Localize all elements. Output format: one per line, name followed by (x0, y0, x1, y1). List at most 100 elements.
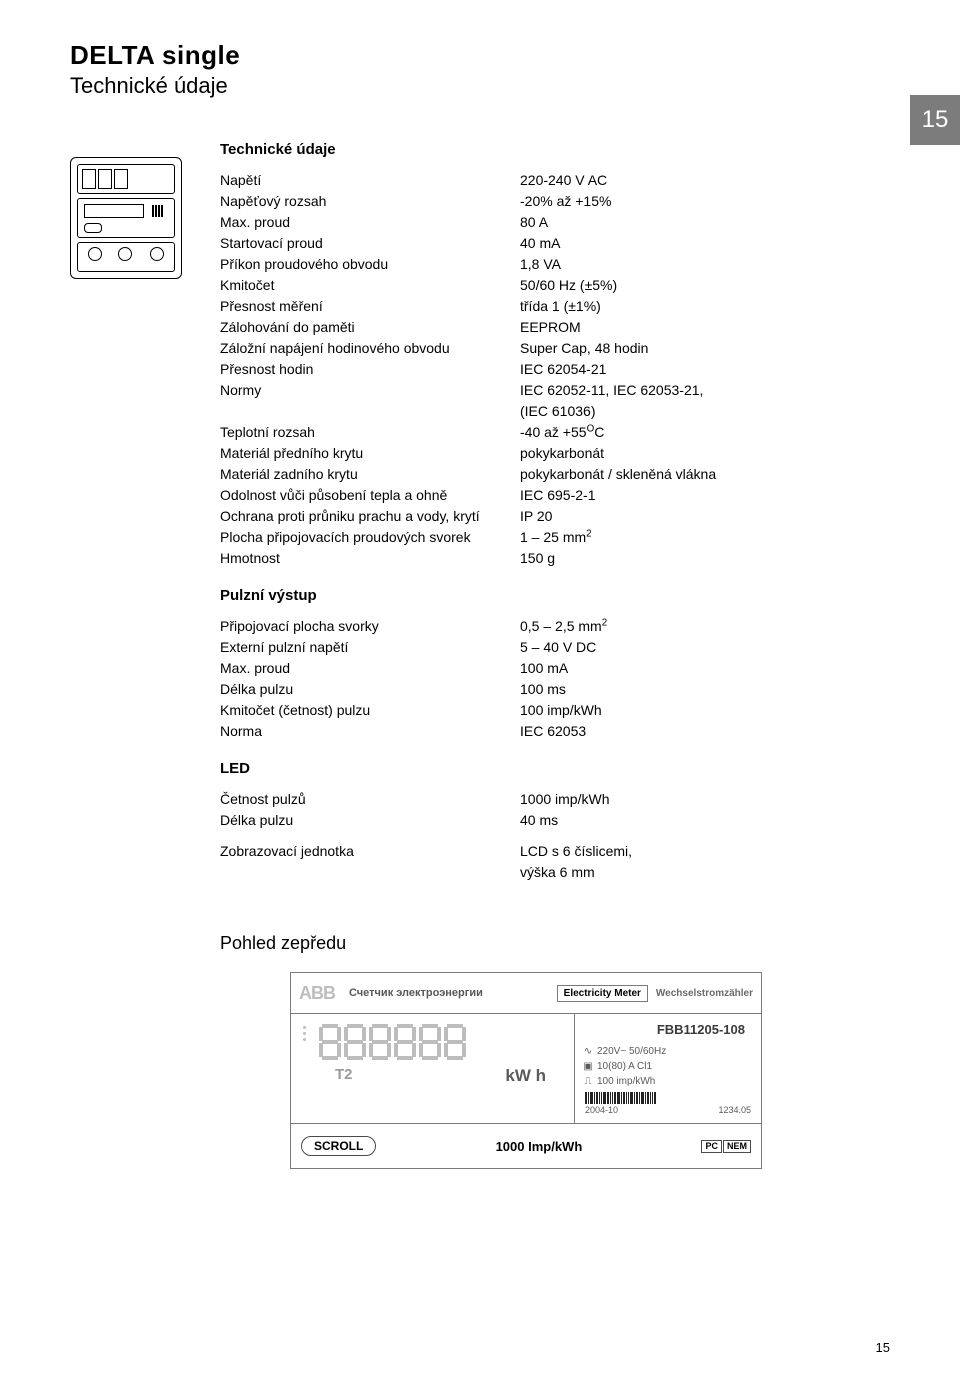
panel-sub-ru: Счетчик электроэнергии (349, 987, 483, 999)
spec-value: 5 – 40 V DC (520, 637, 890, 658)
spec-row: Délka pulzu100 ms (220, 679, 890, 700)
spec-value: 220-240 V AC (520, 170, 890, 191)
rating-current: 10(80) A Cl1 (597, 1059, 652, 1074)
section-title-main: Technické údaje (220, 141, 890, 158)
specs-pulse-list: Připojovací plocha svorky0,5 – 2,5 mm2Ex… (220, 616, 890, 742)
spec-value: 40 mA (520, 233, 890, 254)
cert-nem: NEM (723, 1140, 751, 1153)
spec-key: Teplotní rozsah (220, 422, 520, 443)
pulse-icon: ⎍ (583, 1074, 593, 1089)
panel-sub-de: Wechselstromzähler (656, 988, 753, 999)
tariff-label: T2 (335, 1066, 353, 1086)
footer-page-number: 15 (876, 1340, 890, 1355)
spec-value: IEC 62054-21 (520, 359, 890, 380)
spec-key: Hmotnost (220, 548, 520, 569)
spec-value: IEC 62053 (520, 721, 890, 742)
lcd-digits (299, 1024, 566, 1060)
spec-value: 100 ms (520, 679, 890, 700)
barcode (583, 1092, 753, 1104)
spec-value: 100 mA (520, 658, 890, 679)
spec-key: Materiál předního krytu (220, 443, 520, 464)
spec-row: NormyIEC 62052-11, IEC 62053-21, (220, 380, 890, 401)
wave-icon: ∿ (583, 1044, 593, 1059)
spec-row: Délka pulzu40 ms (220, 810, 890, 831)
spec-key: Max. proud (220, 658, 520, 679)
unit-label: kW h (505, 1066, 546, 1086)
spec-key: Příkon proudového obvodu (220, 254, 520, 275)
spec-row: NormaIEC 62053 (220, 721, 890, 742)
spec-value: (IEC 61036) (520, 401, 890, 422)
spec-value: 0,5 – 2,5 mm2 (520, 616, 890, 637)
spec-value: pokykarbonát (520, 443, 890, 464)
spec-key: Záložní napájení hodinového obvodu (220, 338, 520, 359)
rating-pulse: 100 imp/kWh (597, 1074, 655, 1089)
panel-bottom-row: SCROLL 1000 Imp/kWh PC NEM (291, 1124, 761, 1168)
spec-key: Zobrazovací jednotka (220, 841, 520, 862)
spec-key: Délka pulzu (220, 679, 520, 700)
spec-row: Kmitočet (četnost) pulzu100 imp/kWh (220, 700, 890, 721)
section-title-led: LED (220, 760, 890, 777)
spec-row: Materiál předního krytupokykarbonát (220, 443, 890, 464)
spec-key: Externí pulzní napětí (220, 637, 520, 658)
front-view-title: Pohled zepředu (220, 933, 890, 954)
spec-key: Max. proud (220, 212, 520, 233)
panel-header-row: ABB Счетчик электроэнергии Electricity M… (291, 973, 761, 1014)
spec-value: pokykarbonát / skleněná vlákna (520, 464, 890, 485)
spec-value: třída 1 (±1%) (520, 296, 890, 317)
spec-value: -20% až +15% (520, 191, 890, 212)
spec-key: Délka pulzu (220, 810, 520, 831)
spec-key: Zálohování do paměti (220, 317, 520, 338)
device-illustration (70, 157, 182, 279)
spec-key (220, 401, 520, 422)
cert-pc: PC (701, 1140, 722, 1153)
spec-value: 1 – 25 mm2 (520, 527, 890, 548)
page-title: DELTA single (70, 40, 890, 71)
spec-row: Zobrazovací jednotkaLCD s 6 číslicemi, (220, 841, 890, 862)
spec-value: 100 imp/kWh (520, 700, 890, 721)
date-left: 2004-10 (585, 1104, 618, 1118)
specs-display-list: Zobrazovací jednotkaLCD s 6 číslicemi,vý… (220, 841, 890, 883)
page-subtitle: Technické údaje (70, 73, 890, 99)
spec-row: Ochrana proti průniku prachu a vody, kry… (220, 506, 890, 527)
spec-row: Max. proud100 mA (220, 658, 890, 679)
spec-row: Příkon proudového obvodu1,8 VA (220, 254, 890, 275)
spec-value: 80 A (520, 212, 890, 233)
class-icon: ▣ (583, 1059, 593, 1074)
spec-value: IP 20 (520, 506, 890, 527)
spec-value: 50/60 Hz (±5%) (520, 275, 890, 296)
specs-led-list: Četnost pulzů1000 imp/kWhDélka pulzu40 m… (220, 789, 890, 831)
rating-plate: FBB11205-108 ∿220V~ 50/60Hz ▣10(80) A Cl… (575, 1014, 761, 1123)
spec-key: Plocha připojovacích proudových svorek (220, 527, 520, 548)
spec-key: Materiál zadního krytu (220, 464, 520, 485)
spec-key: Připojovací plocha svorky (220, 616, 520, 637)
spec-key: Četnost pulzů (220, 789, 520, 810)
spec-value: -40 až +55OC (520, 422, 890, 443)
spec-row: Zálohování do pamětiEEPROM (220, 317, 890, 338)
spec-key: Kmitočet (četnost) pulzu (220, 700, 520, 721)
spec-row: výška 6 mm (220, 862, 890, 883)
led-rate-label: 1000 Imp/kWh (496, 1139, 583, 1154)
spec-row: Plocha připojovacích proudových svorek1 … (220, 527, 890, 548)
spec-key: Přesnost hodin (220, 359, 520, 380)
spec-row: Záložní napájení hodinového obvoduSuper … (220, 338, 890, 359)
spec-row: Externí pulzní napětí5 – 40 V DC (220, 637, 890, 658)
spec-row: Odolnost vůči působení tepla a ohněIEC 6… (220, 485, 890, 506)
spec-row: Napětí220-240 V AC (220, 170, 890, 191)
spec-key: Norma (220, 721, 520, 742)
spec-value: IEC 695-2-1 (520, 485, 890, 506)
spec-value: EEPROM (520, 317, 890, 338)
spec-row: Přesnost měřenítřída 1 (±1%) (220, 296, 890, 317)
spec-key: Napětí (220, 170, 520, 191)
cert-badges: PC NEM (701, 1140, 751, 1153)
scroll-button[interactable]: SCROLL (301, 1136, 376, 1156)
spec-key: Odolnost vůči působení tepla a ohně (220, 485, 520, 506)
spec-value: 150 g (520, 548, 890, 569)
front-view-panel: ABB Счетчик электроэнергии Electricity M… (290, 972, 762, 1169)
spec-key: Ochrana proti průniku prachu a vody, kry… (220, 506, 520, 527)
spec-key: Kmitočet (220, 275, 520, 296)
spec-row: (IEC 61036) (220, 401, 890, 422)
spec-row: Kmitočet50/60 Hz (±5%) (220, 275, 890, 296)
spec-key: Napěťový rozsah (220, 191, 520, 212)
rating-voltage: 220V~ 50/60Hz (597, 1044, 666, 1059)
panel-middle-row: T2 kW h FBB11205-108 ∿220V~ 50/60Hz ▣10(… (291, 1014, 761, 1124)
